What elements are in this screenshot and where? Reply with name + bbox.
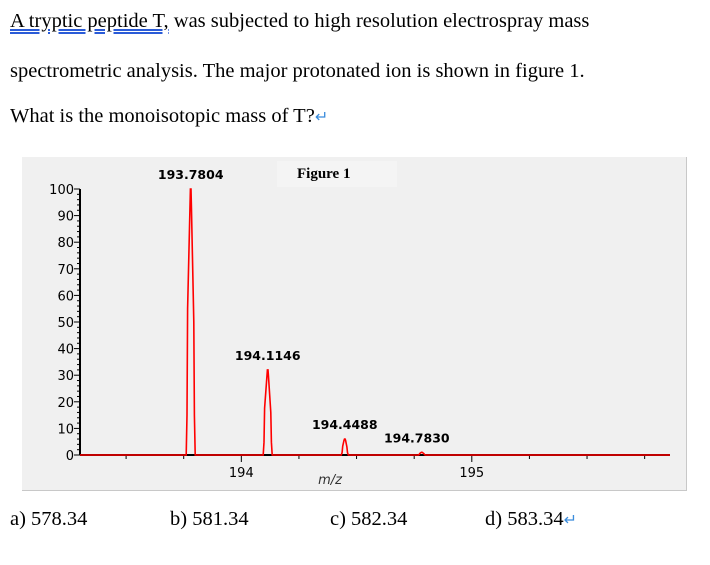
y-tick-label: 30	[57, 369, 74, 384]
chart-title: Figure 1	[297, 166, 350, 182]
y-tick-label: 20	[57, 396, 74, 411]
x-tick-label: 195	[459, 466, 484, 481]
answer-d-label[interactable]: d) 583.34	[485, 508, 564, 530]
answer-a[interactable]: a) 578.34	[10, 508, 88, 530]
question-link-text: A tryptic peptide T,	[10, 10, 169, 32]
y-tick-label: 70	[57, 263, 74, 278]
paragraph-mark-icon: ↵	[563, 512, 577, 529]
answer-b[interactable]: b) 581.34	[170, 508, 249, 530]
paragraph-mark-icon: ↵	[314, 109, 329, 126]
y-tick-label: 80	[57, 236, 74, 251]
question-line-1: A tryptic peptide T, was subjected to hi…	[10, 10, 589, 33]
spectrum-trace	[80, 188, 670, 456]
y-tick-label: 60	[57, 289, 74, 304]
peak-label: 194.4488	[312, 417, 378, 432]
y-tick-label: 100	[49, 183, 74, 198]
x-axis-label: m/z	[318, 473, 343, 488]
y-tick-label: 0	[66, 449, 74, 464]
peak-label: 194.7830	[384, 430, 450, 445]
title-box	[277, 161, 397, 187]
peak-label: 193.7804	[158, 167, 224, 182]
y-tick-label: 40	[57, 343, 74, 358]
spectrum-plot: Figure 1 m/z 0 10 20 30 40 50 60 70 80 90 100 194 19…	[49, 161, 670, 488]
y-tick-label: 10	[57, 422, 74, 437]
question-text: What is the monoisotopic mass of T?	[10, 105, 315, 127]
question-line-2: spectrometric analysis. The major proton…	[10, 60, 585, 82]
y-tick-label: 90	[57, 210, 74, 225]
x-tick-label: 194	[229, 466, 254, 481]
y-tick-label: 50	[57, 316, 74, 331]
peak-label: 194.1146	[235, 348, 301, 363]
question-line-3: What is the monoisotopic mass of T?↵	[10, 105, 328, 128]
answer-d[interactable]: d) 583.34↵	[485, 508, 577, 531]
mass-spectrum-figure: Figure 1 m/z 0 10 20 30 40 50 60 70 80 90 100 194 19…	[22, 157, 687, 491]
answer-c[interactable]: c) 582.34	[330, 508, 408, 530]
question-text: was subjected to high resolution electro…	[168, 10, 590, 32]
